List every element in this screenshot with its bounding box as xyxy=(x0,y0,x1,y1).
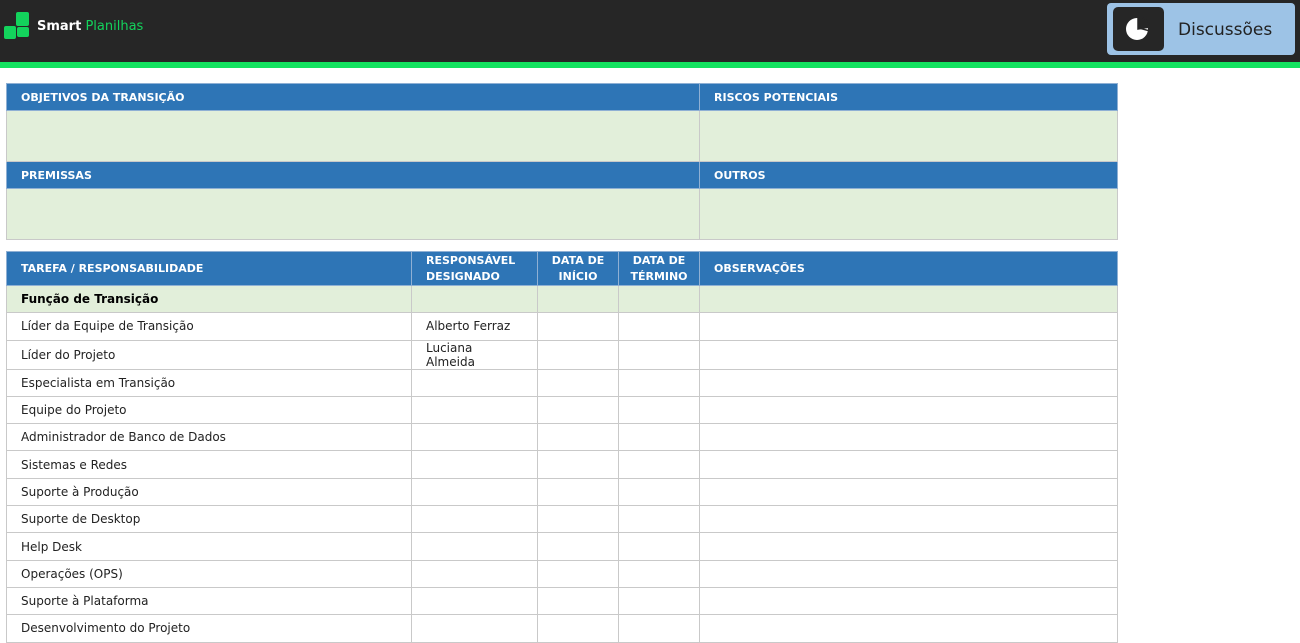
task-cell[interactable]: Líder da Equipe de Transição xyxy=(6,312,412,341)
owner-cell[interactable] xyxy=(411,450,538,479)
start-date-cell[interactable] xyxy=(537,532,619,561)
end-date-cell[interactable] xyxy=(618,339,700,370)
owner-cell[interactable] xyxy=(411,395,538,425)
task-cell[interactable]: Sistemas e Redes xyxy=(6,450,412,479)
risks-cell[interactable] xyxy=(699,110,1118,162)
owner-cell[interactable]: Luciana Almeida xyxy=(411,339,538,370)
app-header: Smart Planilhas Discussões xyxy=(0,0,1300,62)
start-date-cell[interactable] xyxy=(537,586,619,616)
end-date-cell[interactable] xyxy=(618,368,700,397)
column-header-task: TAREFA / RESPONSABILIDADE xyxy=(6,251,412,286)
table-row: Equipe do Projeto xyxy=(6,395,1118,425)
notes-cell[interactable] xyxy=(699,312,1118,341)
end-date-cell[interactable] xyxy=(618,423,700,452)
notes-cell[interactable] xyxy=(699,559,1118,588)
discussions-button[interactable]: Discussões xyxy=(1107,3,1295,55)
cell[interactable] xyxy=(699,284,1118,314)
task-cell[interactable]: Líder do Projeto xyxy=(6,339,412,370)
end-date-cell[interactable] xyxy=(618,312,700,341)
table-row: Sistemas e Redes xyxy=(6,450,1118,479)
table-row: Especialista em Transição xyxy=(6,368,1118,397)
task-cell[interactable]: Suporte de Desktop xyxy=(6,505,412,534)
task-cell[interactable]: Suporte à Produção xyxy=(6,477,412,507)
cell[interactable] xyxy=(411,284,538,314)
column-header-notes: OBSERVAÇÕES xyxy=(699,251,1118,286)
owner-cell[interactable] xyxy=(411,586,538,616)
pie-chart-icon xyxy=(1113,7,1164,51)
table-row: Líder da Equipe de Transição Alberto Ferr… xyxy=(6,312,1118,341)
summary-table: OBJETIVOS DA TRANSIÇÃO RISCOS POTENCIAIS … xyxy=(6,83,1118,240)
table-row: Help Desk xyxy=(6,532,1118,561)
owner-cell[interactable] xyxy=(411,505,538,534)
owner-cell[interactable] xyxy=(411,368,538,397)
notes-cell[interactable] xyxy=(699,532,1118,561)
assumptions-header: PREMISSAS xyxy=(6,161,700,189)
accent-bar xyxy=(0,62,1300,68)
start-date-cell[interactable] xyxy=(537,339,619,370)
start-date-cell[interactable] xyxy=(537,477,619,507)
assumptions-cell[interactable] xyxy=(6,188,700,240)
start-date-cell[interactable] xyxy=(537,559,619,588)
task-cell[interactable]: Equipe do Projeto xyxy=(6,395,412,425)
table-row: Suporte à Produção xyxy=(6,477,1118,507)
cell[interactable] xyxy=(618,284,700,314)
section-row: Função de Transição xyxy=(6,284,1118,314)
notes-cell[interactable] xyxy=(699,368,1118,397)
end-date-cell[interactable] xyxy=(618,477,700,507)
start-date-cell[interactable] xyxy=(537,395,619,425)
notes-cell[interactable] xyxy=(699,395,1118,425)
owner-cell[interactable] xyxy=(411,532,538,561)
section-title[interactable]: Função de Transição xyxy=(6,284,412,314)
tasks-table: TAREFA / RESPONSABILIDADE RESPONSÁVEL DE… xyxy=(6,251,1118,643)
start-date-cell[interactable] xyxy=(537,423,619,452)
table-row: Administrador de Banco de Dados xyxy=(6,423,1118,452)
owner-cell[interactable] xyxy=(411,559,538,588)
owner-cell[interactable] xyxy=(411,477,538,507)
objectives-cell[interactable] xyxy=(6,110,700,162)
end-date-cell[interactable] xyxy=(618,586,700,616)
notes-cell[interactable] xyxy=(699,505,1118,534)
objectives-header: OBJETIVOS DA TRANSIÇÃO xyxy=(6,83,700,111)
task-cell[interactable]: Especialista em Transição xyxy=(6,368,412,397)
discussions-label: Discussões xyxy=(1178,20,1273,40)
task-cell[interactable]: Suporte à Plataforma xyxy=(6,586,412,616)
logo-icon xyxy=(4,12,30,40)
start-date-cell[interactable] xyxy=(537,450,619,479)
others-cell[interactable] xyxy=(699,188,1118,240)
table-row: Operações (OPS) xyxy=(6,559,1118,588)
notes-cell[interactable] xyxy=(699,586,1118,616)
task-cell[interactable]: Administrador de Banco de Dados xyxy=(6,423,412,452)
notes-cell[interactable] xyxy=(699,423,1118,452)
column-header-start: DATA DE INÍCIO xyxy=(537,251,619,286)
risks-header: RISCOS POTENCIAIS xyxy=(699,83,1118,111)
brand-logo: Smart Planilhas xyxy=(37,19,144,34)
notes-cell[interactable] xyxy=(699,477,1118,507)
notes-cell[interactable] xyxy=(699,339,1118,370)
others-header: OUTROS xyxy=(699,161,1118,189)
end-date-cell[interactable] xyxy=(618,559,700,588)
notes-cell[interactable] xyxy=(699,450,1118,479)
end-date-cell[interactable] xyxy=(618,450,700,479)
start-date-cell[interactable] xyxy=(537,368,619,397)
start-date-cell[interactable] xyxy=(537,312,619,341)
start-date-cell[interactable] xyxy=(537,505,619,534)
task-cell[interactable]: Operações (OPS) xyxy=(6,559,412,588)
end-date-cell[interactable] xyxy=(618,532,700,561)
table-row: Líder do Projeto Luciana Almeida xyxy=(6,339,1118,370)
column-header-end: DATA DE TÉRMINO xyxy=(618,251,700,286)
task-cell[interactable]: Help Desk xyxy=(6,532,412,561)
end-date-cell[interactable] xyxy=(618,505,700,534)
owner-cell[interactable]: Alberto Ferraz xyxy=(411,312,538,341)
cell[interactable] xyxy=(537,284,619,314)
table-row: Suporte de Desktop xyxy=(6,505,1118,534)
table-row: Suporte à Plataforma xyxy=(6,586,1118,616)
end-date-cell[interactable] xyxy=(618,395,700,425)
column-header-owner: RESPONSÁVEL DESIGNADO xyxy=(411,251,538,286)
owner-cell[interactable] xyxy=(411,423,538,452)
